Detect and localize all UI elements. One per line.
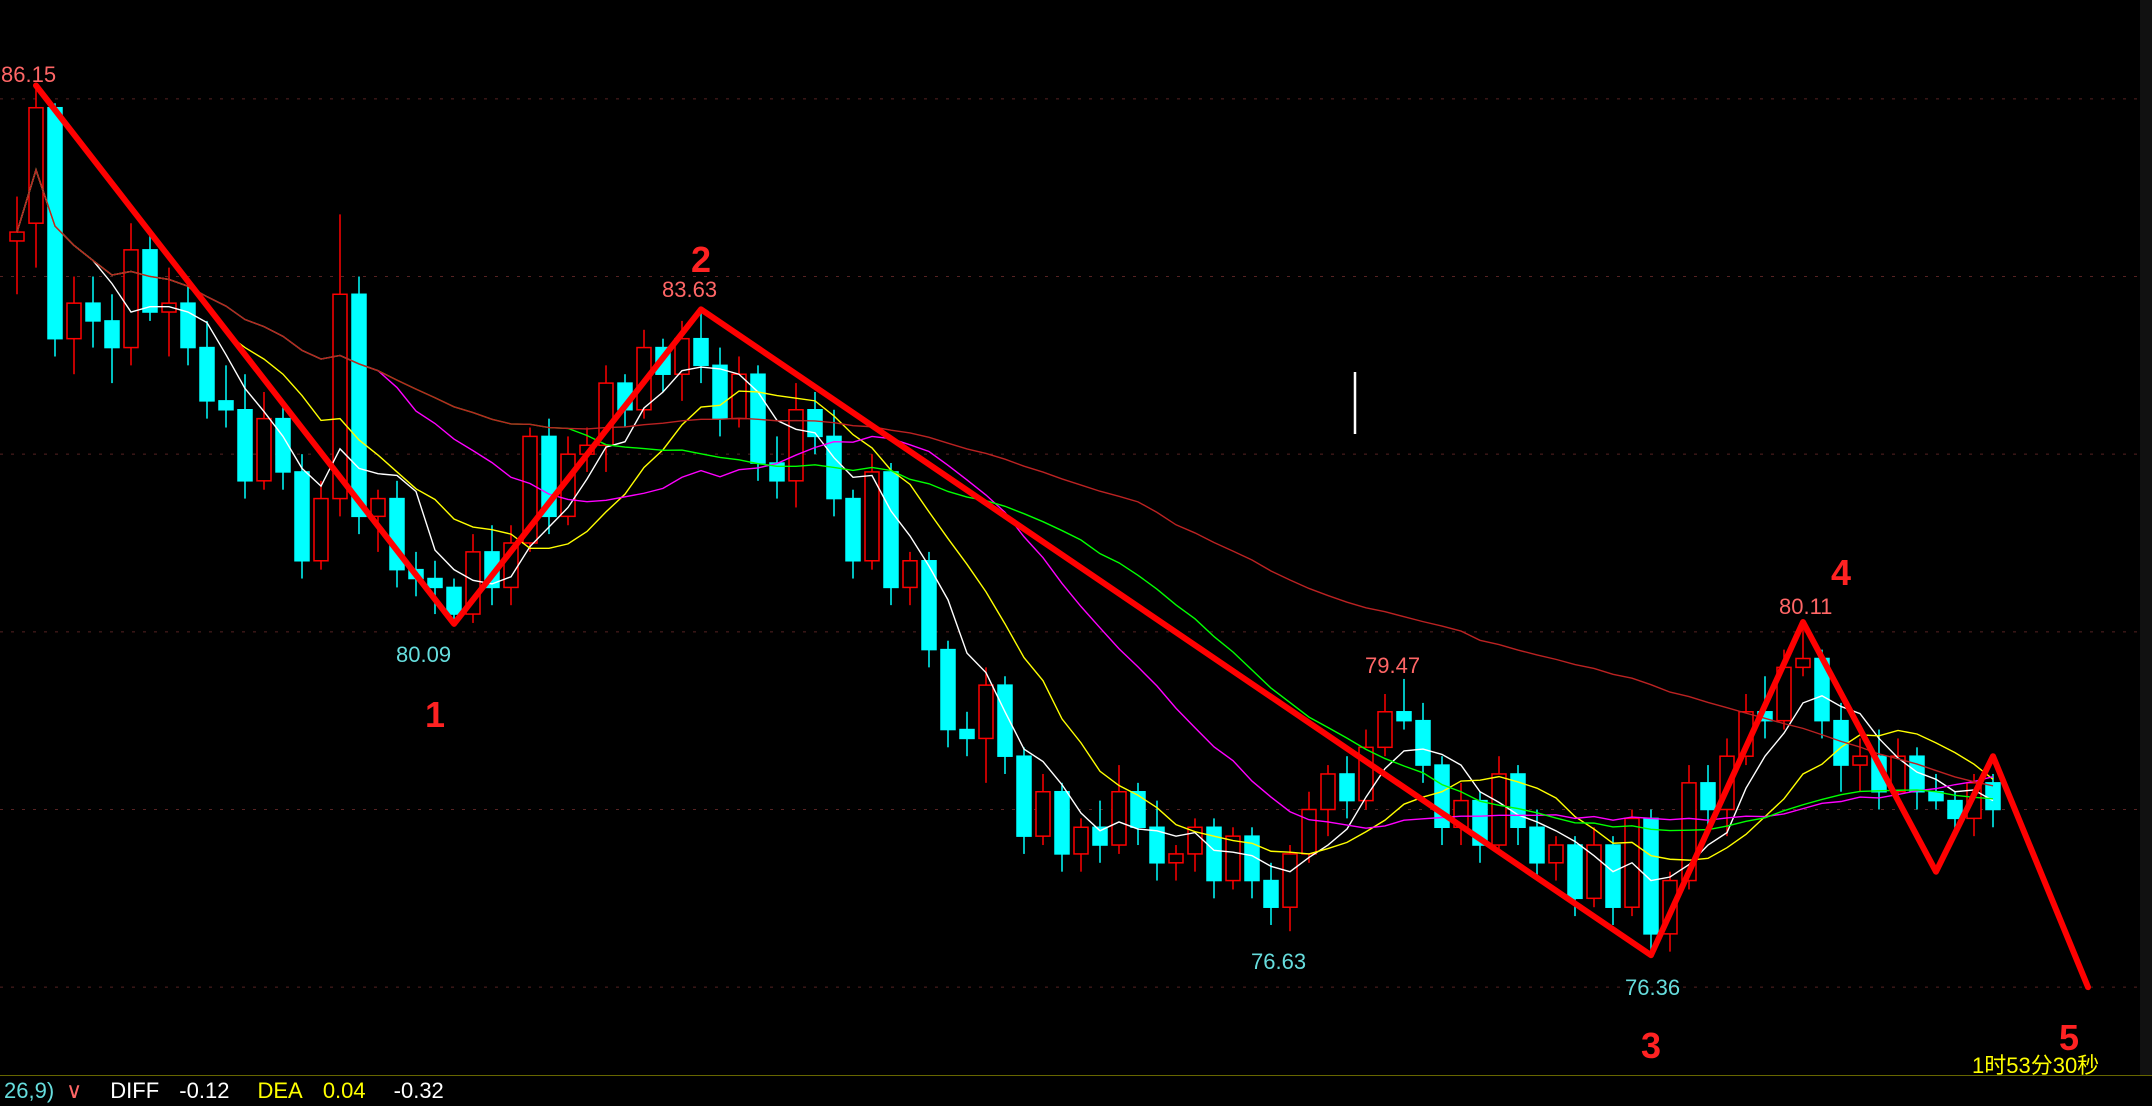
indicator-params: 26,9)∨ bbox=[4, 1078, 96, 1104]
price-label: 79.47 bbox=[1365, 653, 1420, 679]
indicator-extra: -0.32 bbox=[394, 1078, 444, 1104]
wave-number-2: 2 bbox=[691, 239, 711, 281]
indicator-diff: DIFF -0.12 bbox=[110, 1078, 243, 1104]
wave-number-4: 4 bbox=[1831, 552, 1851, 594]
price-label: 76.63 bbox=[1251, 949, 1306, 975]
indicator-dea: DEA 0.04 bbox=[257, 1078, 379, 1104]
chart-canvas bbox=[0, 0, 2152, 1106]
price-label: 76.36 bbox=[1625, 975, 1680, 1001]
price-label: 80.09 bbox=[396, 642, 451, 668]
price-label: 80.11 bbox=[1779, 594, 1832, 620]
wave-number-3: 3 bbox=[1641, 1025, 1661, 1067]
wave-number-1: 1 bbox=[425, 694, 445, 736]
candlestick-chart[interactable]: 86.1580.0983.6379.4776.6376.3680.1112345… bbox=[0, 0, 2152, 1106]
price-label: 86.15 bbox=[1, 62, 56, 88]
indicator-bar: 26,9)∨ DIFF -0.12 DEA 0.04 -0.32 bbox=[0, 1075, 2152, 1106]
